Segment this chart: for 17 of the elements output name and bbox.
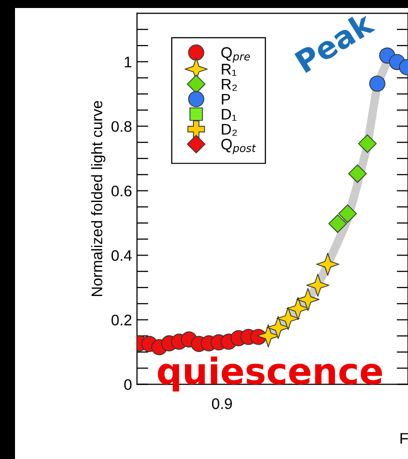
legend-label: D₂ bbox=[222, 124, 237, 136]
y-tick-label: 0.2 bbox=[112, 314, 132, 326]
y-tick-label: 1 bbox=[124, 56, 132, 68]
legend-label: R₂ bbox=[222, 78, 237, 91]
y-tick-label: 0.4 bbox=[112, 250, 132, 261]
legend-label: P bbox=[222, 94, 230, 104]
y-tick-label: 0 bbox=[124, 379, 132, 390]
y-tick-label: 0.6 bbox=[112, 186, 132, 196]
legend-label: D₁ bbox=[222, 108, 236, 121]
text: 0.9 bbox=[212, 398, 232, 410]
legend-label: Q$_{post}$ bbox=[221, 138, 256, 154]
x-axis-title: F bbox=[400, 433, 408, 444]
legend-label: R₁ bbox=[222, 64, 236, 76]
legend-label: Q$_{pre}$ bbox=[221, 47, 250, 63]
y-axis-title: Normalized folded light curve bbox=[91, 100, 106, 296]
y-tick-label: 0.8 bbox=[112, 121, 132, 132]
annotation: quiescence bbox=[158, 356, 382, 392]
